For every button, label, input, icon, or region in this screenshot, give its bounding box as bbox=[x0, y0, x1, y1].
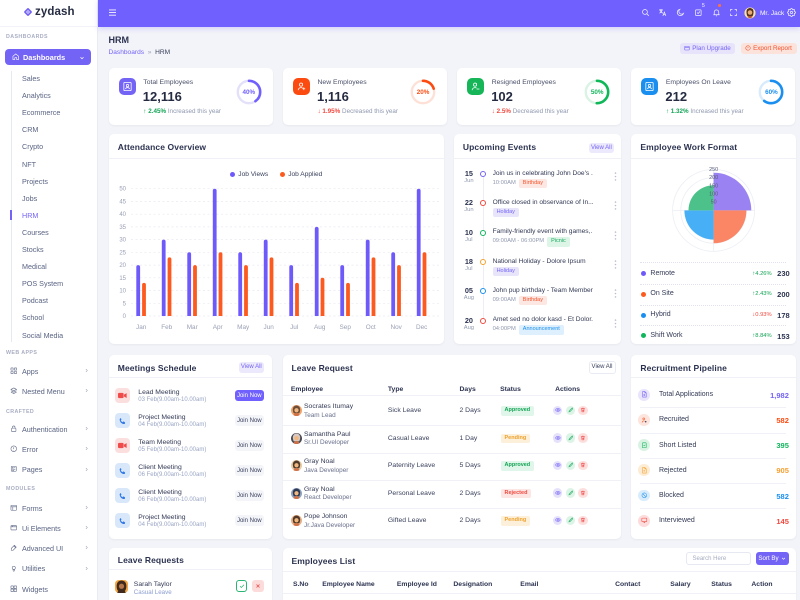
svg-text:45: 45 bbox=[119, 199, 126, 205]
svg-text:Oct: Oct bbox=[366, 324, 376, 331]
svg-text:Nov: Nov bbox=[390, 324, 402, 331]
svg-text:Feb: Feb bbox=[161, 324, 172, 331]
svg-text:50: 50 bbox=[119, 187, 126, 193]
svg-text:5: 5 bbox=[122, 301, 126, 307]
svg-text:May: May bbox=[237, 324, 250, 331]
svg-text:Sep: Sep bbox=[339, 324, 351, 331]
svg-text:150: 150 bbox=[709, 183, 718, 189]
svg-text:Jan: Jan bbox=[136, 324, 147, 331]
svg-text:35: 35 bbox=[119, 225, 126, 231]
svg-text:0: 0 bbox=[122, 314, 126, 320]
svg-text:25: 25 bbox=[119, 250, 126, 256]
svg-text:10: 10 bbox=[119, 289, 126, 295]
svg-text:30: 30 bbox=[119, 238, 126, 244]
svg-text:Aug: Aug bbox=[314, 324, 326, 331]
svg-text:250: 250 bbox=[709, 166, 718, 172]
svg-text:100: 100 bbox=[709, 191, 718, 197]
svg-text:Jun: Jun bbox=[263, 324, 274, 331]
svg-text:Apr: Apr bbox=[213, 324, 224, 331]
svg-text:Dec: Dec bbox=[416, 324, 428, 331]
svg-text:20: 20 bbox=[119, 263, 126, 269]
svg-text:15: 15 bbox=[119, 276, 126, 282]
svg-text:40: 40 bbox=[119, 212, 126, 218]
svg-text:200: 200 bbox=[709, 175, 718, 181]
svg-text:50: 50 bbox=[711, 199, 717, 205]
svg-text:Mar: Mar bbox=[186, 324, 198, 331]
svg-text:Jul: Jul bbox=[290, 324, 298, 331]
